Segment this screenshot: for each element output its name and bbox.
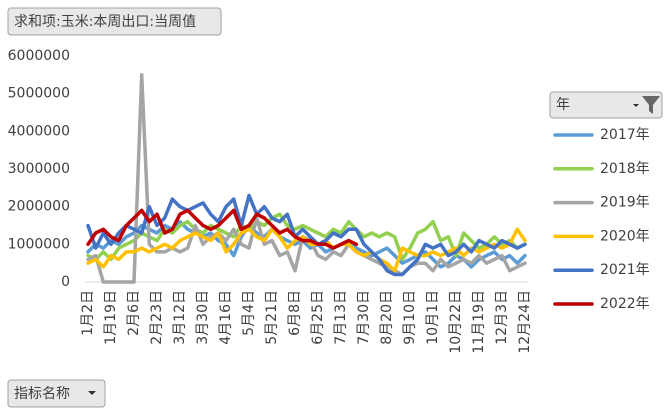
legend-label: 2021年 (600, 262, 650, 278)
y-tick-label: 2000000 (8, 199, 70, 215)
series-line (86, 212, 527, 262)
x-tick-label: 9月10日 (402, 290, 418, 345)
field-button-label: 指标名称 (14, 386, 70, 402)
series-line (86, 219, 527, 269)
series-line (86, 208, 359, 250)
x-tick-label: 1月2日 (80, 290, 96, 336)
x-tick-label: 10月1日 (425, 290, 441, 345)
field-button[interactable] (7, 379, 106, 408)
x-tick-label: 2月6日 (126, 290, 142, 336)
x-tick-label: 12月24日 (517, 290, 533, 354)
x-tick-label: 12月3日 (494, 290, 510, 345)
legend-label: 2020年 (600, 228, 650, 244)
chart-title: 求和项:玉米:本周出口:当周值 (14, 14, 196, 30)
legend-field-button[interactable] (549, 91, 663, 119)
x-tick-label: 7月13日 (333, 290, 349, 345)
y-tick-label: 0 (61, 274, 70, 290)
x-tick-label: 10月22日 (448, 290, 464, 354)
y-tick-label: 5000000 (8, 86, 70, 102)
legend-label: 2018年 (600, 161, 650, 177)
legend-label: 2022年 (600, 296, 650, 312)
x-tick-label: 4月16日 (218, 290, 234, 345)
y-tick-label: 1000000 (8, 236, 70, 252)
x-tick-label: 7月30日 (356, 290, 372, 345)
x-tick-label: 11月19日 (471, 290, 487, 354)
x-tick-label: 3月30日 (195, 290, 211, 345)
x-tick-label: 5月21日 (264, 290, 280, 345)
y-tick-label: 4000000 (8, 123, 70, 139)
y-tick-label: 6000000 (8, 48, 70, 64)
x-tick-label: 6月8日 (287, 290, 303, 336)
dropdown-arrow (633, 104, 639, 107)
legend-label: 2019年 (600, 195, 650, 211)
dropdown-arrow (88, 391, 96, 395)
x-tick-label: 2月23日 (149, 290, 165, 345)
legend-title: 年 (556, 97, 570, 113)
legend-label: 2017年 (600, 127, 650, 143)
filter-icon (642, 96, 660, 114)
x-tick-label: 1月19日 (103, 290, 119, 345)
x-tick-label: 6月25日 (310, 290, 326, 345)
title-button[interactable] (7, 7, 222, 36)
y-tick-label: 3000000 (8, 161, 70, 177)
x-tick-label: 3月12日 (172, 290, 188, 345)
x-tick-label: 8月20日 (379, 290, 395, 345)
x-tick-label: 5月4日 (241, 290, 257, 336)
